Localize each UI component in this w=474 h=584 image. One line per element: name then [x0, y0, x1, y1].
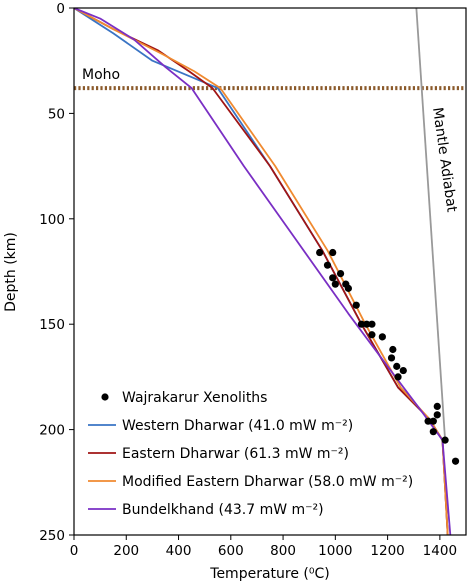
x-tick-label-0: 0: [70, 543, 79, 559]
xenolith-point-16: [393, 362, 401, 370]
xenolith-point-21: [433, 402, 441, 411]
y-tick-label-100: 100: [39, 212, 65, 228]
x-tick-label-1000: 1000: [318, 543, 352, 559]
xenolith-point-8: [352, 301, 360, 309]
y-tick-label-50: 50: [48, 106, 65, 122]
xenolith-point-1: [329, 248, 337, 257]
x-tick-label-400: 400: [166, 543, 192, 559]
xenolith-point-12: [368, 331, 376, 339]
xenolith-point-19: [424, 417, 432, 425]
x-tick-label-800: 800: [270, 543, 296, 559]
xenolith-point-24: [441, 436, 449, 444]
y-tick-label-150: 150: [39, 317, 65, 333]
xenolith-point-23: [429, 428, 437, 436]
xenolith-point-13: [378, 333, 386, 341]
x-axis-ticks: 0 200 400 600 800 1000 1200 1400: [70, 535, 457, 559]
xenolith-point-17: [394, 373, 402, 381]
y-tick-label-250: 250: [39, 528, 65, 544]
plot-area: [74, 8, 466, 535]
legend: Wajrakarur Xenoliths Western Dharwar (41…: [88, 390, 413, 518]
xenolith-point-7: [344, 284, 352, 292]
plot-content: [74, 8, 466, 535]
legend-label-western-dharwar: Western Dharwar (41.0 mW m⁻²): [122, 418, 353, 434]
xenolith-point-10: [363, 320, 371, 328]
xenolith-point-15: [387, 354, 396, 362]
xenolith-point-22: [433, 411, 441, 419]
legend-label-xenoliths: Wajrakarur Xenoliths: [122, 390, 267, 406]
xenolith-point-20: [429, 417, 437, 425]
x-tick-label-600: 600: [218, 543, 244, 559]
legend-scatter-marker: [101, 393, 109, 401]
legend-label-bundelkhand: Bundelkhand (43.7 mW m⁻²): [122, 502, 324, 518]
moho-label: Moho: [82, 67, 120, 83]
xenolith-point-0: [316, 248, 324, 257]
x-axis-label: Temperature (⁰C): [209, 566, 329, 582]
y-axis-ticks: 0 50 100 150 200 250: [39, 1, 74, 544]
y-axis-label: Depth (km): [3, 232, 19, 312]
x-tick-label-1400: 1400: [423, 543, 457, 559]
xenolith-point-5: [336, 270, 345, 278]
xenolith-point-11: [368, 320, 376, 328]
xenolith-point-18: [399, 366, 407, 375]
y-tick-label-0: 0: [56, 1, 65, 17]
xenolith-point-25: [451, 457, 460, 465]
xenolith-point-2: [323, 261, 332, 269]
xenolith-point-3: [329, 274, 337, 282]
legend-label-eastern-dharwar: Eastern Dharwar (61.3 mW m⁻²): [122, 446, 349, 462]
plot-frame: [73, 7, 467, 536]
xenolith-point-14: [389, 345, 397, 354]
x-tick-label-200: 200: [113, 543, 139, 559]
legend-label-modified-eastern-dharwar: Modified Eastern Dharwar (58.0 mW m⁻²): [122, 474, 413, 490]
xenolith-point-4: [331, 280, 339, 288]
xenolith-point-9: [357, 320, 366, 328]
x-tick-label-1200: 1200: [370, 543, 404, 559]
mantle-adiabat-line: [415, 8, 446, 441]
y-tick-label-200: 200: [39, 423, 65, 439]
